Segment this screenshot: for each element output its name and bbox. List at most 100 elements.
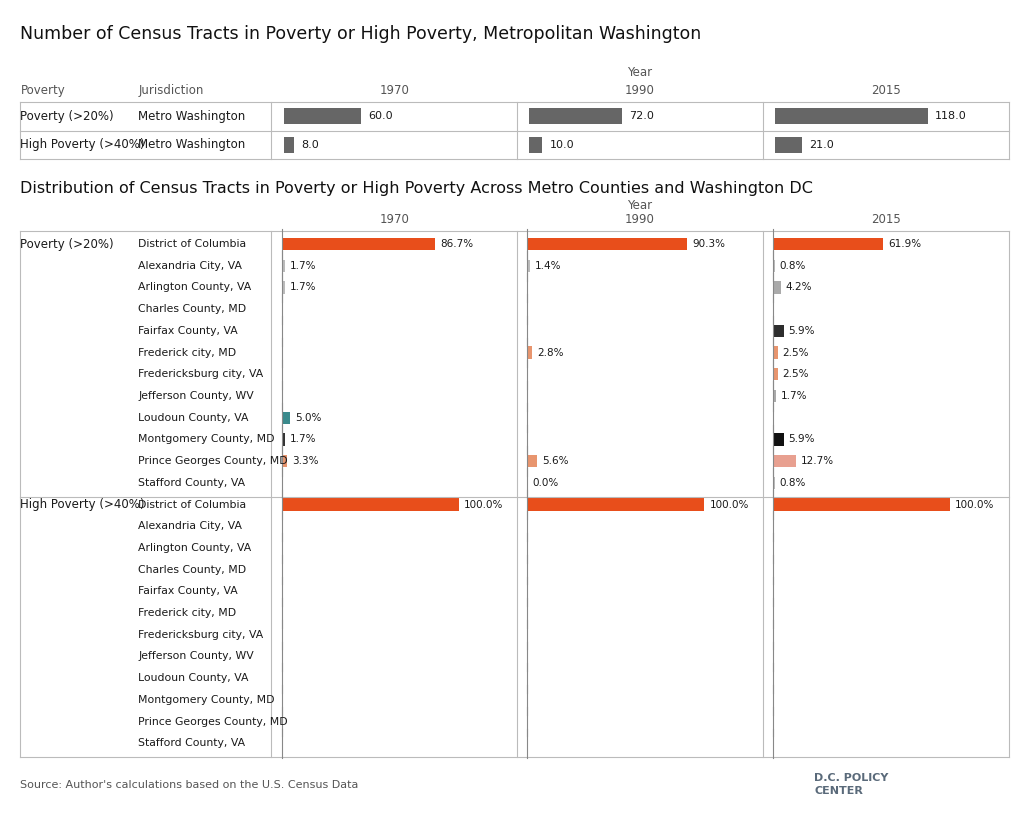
Text: 100.0%: 100.0% <box>955 500 994 509</box>
Text: 5.0%: 5.0% <box>296 413 322 423</box>
Text: 5.6%: 5.6% <box>543 456 569 466</box>
Bar <box>282 260 285 272</box>
Text: 5.9%: 5.9% <box>788 434 815 445</box>
Text: Montgomery County, MD: Montgomery County, MD <box>138 434 274 445</box>
Text: 1990: 1990 <box>625 84 655 97</box>
Text: Source: Author's calculations based on the U.S. Census Data: Source: Author's calculations based on t… <box>20 780 358 790</box>
Text: 0.0%: 0.0% <box>532 477 559 488</box>
Text: Year: Year <box>628 199 652 212</box>
Text: Arlington County, VA: Arlington County, VA <box>138 283 252 292</box>
Text: Prince Georges County, MD: Prince Georges County, MD <box>138 717 288 726</box>
Bar <box>282 411 291 424</box>
Bar <box>282 282 285 293</box>
Bar <box>527 238 687 250</box>
Text: Frederick city, MD: Frederick city, MD <box>138 608 237 618</box>
Bar <box>282 498 459 511</box>
Bar <box>529 137 543 153</box>
Text: Poverty (>20%): Poverty (>20%) <box>20 238 114 251</box>
Text: 21.0: 21.0 <box>809 140 835 150</box>
Text: Metro Washington: Metro Washington <box>138 138 246 152</box>
Text: Number of Census Tracts in Poverty or High Poverty, Metropolitan Washington: Number of Census Tracts in Poverty or Hi… <box>20 25 701 43</box>
Text: 0.8%: 0.8% <box>779 260 806 271</box>
Text: 8.0: 8.0 <box>301 140 318 150</box>
Text: 1970: 1970 <box>379 84 410 97</box>
Bar <box>527 455 538 468</box>
Bar <box>282 238 435 250</box>
Text: Arlington County, VA: Arlington County, VA <box>138 543 252 553</box>
Text: 12.7%: 12.7% <box>801 456 834 466</box>
Text: 100.0%: 100.0% <box>710 500 749 509</box>
Text: 60.0: 60.0 <box>369 111 393 121</box>
Bar <box>773 238 883 250</box>
Bar <box>282 455 288 468</box>
Text: 5.9%: 5.9% <box>788 326 815 336</box>
Bar <box>773 477 774 489</box>
Text: 2015: 2015 <box>870 84 901 97</box>
Text: District of Columbia: District of Columbia <box>138 500 247 509</box>
Text: 2.5%: 2.5% <box>782 347 809 358</box>
Bar <box>527 260 529 272</box>
Bar <box>773 498 950 511</box>
Text: Distribution of Census Tracts in Poverty or High Poverty Across Metro Counties a: Distribution of Census Tracts in Poverty… <box>20 181 813 196</box>
Text: Fredericksburg city, VA: Fredericksburg city, VA <box>138 369 263 379</box>
Text: Poverty (>20%): Poverty (>20%) <box>20 110 114 123</box>
Text: 1.7%: 1.7% <box>781 391 808 401</box>
Text: Metro Washington: Metro Washington <box>138 110 246 123</box>
Text: 2.5%: 2.5% <box>782 369 809 379</box>
Text: 90.3%: 90.3% <box>692 239 725 249</box>
Text: Prince Georges County, MD: Prince Georges County, MD <box>138 456 288 466</box>
Text: 4.2%: 4.2% <box>785 283 812 292</box>
Text: Alexandria City, VA: Alexandria City, VA <box>138 260 243 271</box>
Text: High Poverty (>40%): High Poverty (>40%) <box>20 138 145 152</box>
Bar <box>773 390 776 402</box>
Text: Fredericksburg city, VA: Fredericksburg city, VA <box>138 630 263 640</box>
Text: Fairfax County, VA: Fairfax County, VA <box>138 586 238 596</box>
Bar <box>773 324 783 337</box>
Text: 1.7%: 1.7% <box>290 260 316 271</box>
Text: Frederick city, MD: Frederick city, MD <box>138 347 237 358</box>
Text: 118.0: 118.0 <box>935 111 967 121</box>
Text: 1.4%: 1.4% <box>535 260 561 271</box>
Bar <box>282 433 285 446</box>
Text: D.C. POLICY
CENTER: D.C. POLICY CENTER <box>814 773 889 796</box>
Text: Stafford County, VA: Stafford County, VA <box>138 738 246 749</box>
Text: District of Columbia: District of Columbia <box>138 239 247 249</box>
Bar <box>773 369 777 380</box>
Text: 1.7%: 1.7% <box>290 283 316 292</box>
Text: 3.3%: 3.3% <box>293 456 319 466</box>
Text: Year: Year <box>628 66 652 79</box>
Text: 1970: 1970 <box>379 213 410 226</box>
Text: Alexandria City, VA: Alexandria City, VA <box>138 521 243 532</box>
Text: Poverty: Poverty <box>20 84 66 97</box>
Text: Montgomery County, MD: Montgomery County, MD <box>138 695 274 705</box>
Text: Stafford County, VA: Stafford County, VA <box>138 477 246 488</box>
Text: 10.0: 10.0 <box>550 140 574 150</box>
Bar <box>775 137 802 153</box>
Text: 72.0: 72.0 <box>630 111 654 121</box>
Text: 2.8%: 2.8% <box>538 347 564 358</box>
Text: 0.8%: 0.8% <box>779 477 806 488</box>
Bar <box>773 282 780 293</box>
Text: Loudoun County, VA: Loudoun County, VA <box>138 673 249 683</box>
Bar <box>773 346 777 359</box>
Text: High Poverty (>40%): High Poverty (>40%) <box>20 498 145 511</box>
Text: Jefferson County, WV: Jefferson County, WV <box>138 391 254 401</box>
Text: Jefferson County, WV: Jefferson County, WV <box>138 651 254 662</box>
Text: 2015: 2015 <box>870 213 901 226</box>
Bar <box>773 455 796 468</box>
Bar <box>529 108 623 124</box>
Text: 61.9%: 61.9% <box>888 239 921 249</box>
Bar <box>775 108 928 124</box>
Text: 100.0%: 100.0% <box>464 500 503 509</box>
Bar <box>773 433 783 446</box>
Bar <box>284 137 294 153</box>
Bar <box>284 108 361 124</box>
Bar <box>773 260 774 272</box>
Text: Charles County, MD: Charles County, MD <box>138 564 247 575</box>
Bar <box>527 498 705 511</box>
Text: Charles County, MD: Charles County, MD <box>138 304 247 314</box>
Text: Loudoun County, VA: Loudoun County, VA <box>138 413 249 423</box>
Text: Jurisdiction: Jurisdiction <box>138 84 204 97</box>
Text: 86.7%: 86.7% <box>440 239 473 249</box>
Text: Fairfax County, VA: Fairfax County, VA <box>138 326 238 336</box>
